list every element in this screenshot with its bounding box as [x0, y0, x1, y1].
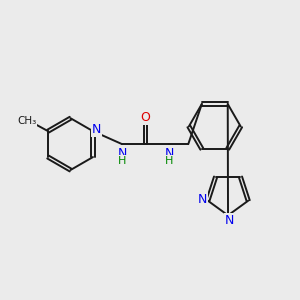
Text: CH₃: CH₃: [17, 116, 36, 126]
Text: N: N: [117, 147, 127, 160]
Text: N: N: [164, 147, 174, 160]
Text: N: N: [92, 123, 101, 136]
Text: N: N: [197, 193, 207, 206]
Text: H: H: [118, 156, 126, 166]
Text: N: N: [225, 214, 234, 227]
Text: O: O: [141, 111, 151, 124]
Text: H: H: [165, 156, 173, 166]
